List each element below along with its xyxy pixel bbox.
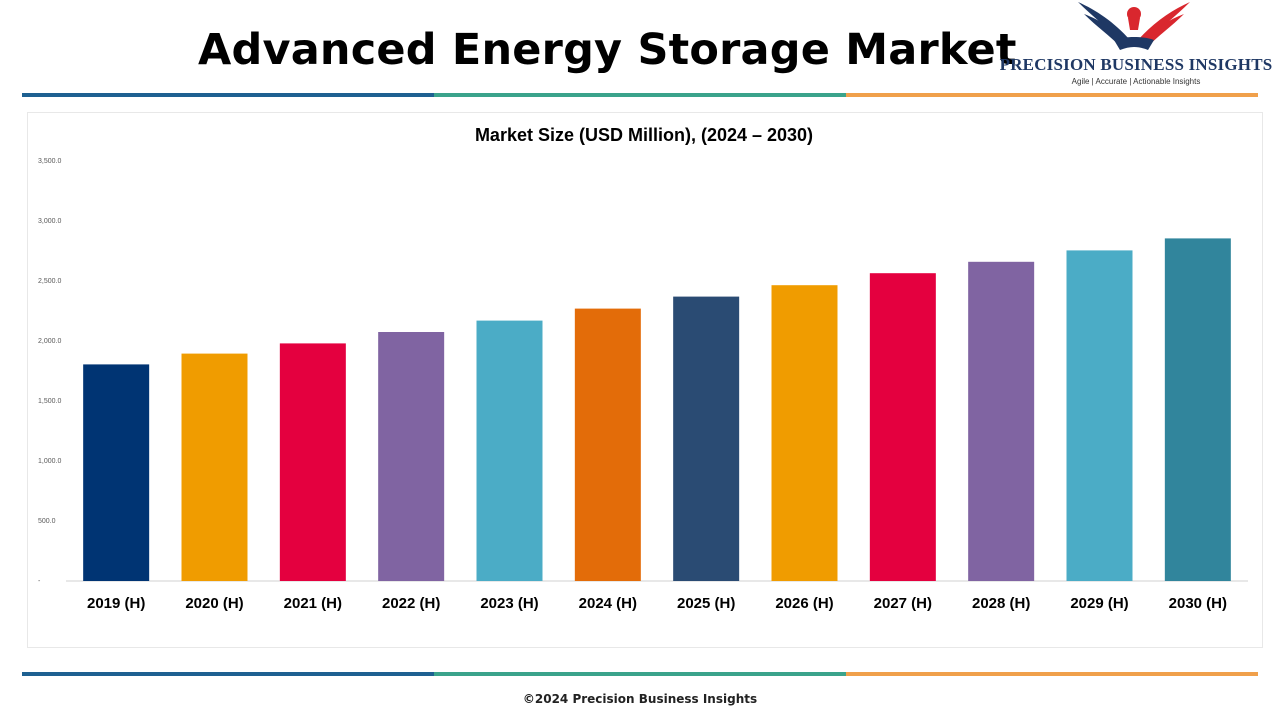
bar-2020-h bbox=[181, 353, 248, 581]
logo-tagline: Agile | Accurate | Actionable Insights bbox=[1071, 77, 1201, 86]
y-tick-label: 3,500.0 bbox=[38, 158, 61, 165]
x-tick-label: 2020 (H) bbox=[185, 595, 243, 612]
bottom-stripe-blue bbox=[22, 672, 434, 676]
chart-title: Market Size (USD Million), (2024 – 2030) bbox=[475, 125, 813, 145]
company-logo: PRECISION BUSINESS INSIGHTS Agile | Accu… bbox=[990, 0, 1280, 92]
bar-2028-h bbox=[968, 261, 1035, 581]
x-axis-labels: 2019 (H) 2020 (H) 2021 (H) 2022 (H) 2023 (H)… bbox=[87, 595, 1227, 612]
bar-2027-h bbox=[869, 273, 936, 581]
bar-2026-h bbox=[771, 285, 838, 581]
x-tick-label: 2023 (H) bbox=[480, 595, 538, 612]
bar-2021-h bbox=[279, 343, 346, 581]
logo-company-name: PRECISION BUSINESS INSIGHTS bbox=[999, 55, 1273, 74]
top-stripe-blue bbox=[22, 93, 434, 97]
x-tick-label: 2019 (H) bbox=[87, 595, 145, 612]
bar-2024-h bbox=[574, 308, 641, 581]
y-tick-label: 2,500.0 bbox=[38, 278, 61, 285]
bar-series bbox=[83, 238, 1231, 581]
bottom-stripe-green bbox=[434, 672, 846, 676]
bar-chart: Market Size (USD Million), (2024 – 2030)… bbox=[38, 125, 1248, 612]
x-tick-label: 2021 (H) bbox=[284, 595, 342, 612]
eagle-handshake-icon bbox=[1078, 2, 1190, 50]
x-tick-label: 2024 (H) bbox=[579, 595, 637, 612]
y-tick-label: 2,000.0 bbox=[38, 338, 61, 345]
x-tick-label: 2028 (H) bbox=[972, 595, 1030, 612]
bar-2019-h bbox=[83, 364, 150, 581]
footer-copyright: ©2024 Precision Business Insights bbox=[522, 692, 758, 706]
y-tick-label: - bbox=[38, 578, 41, 585]
bottom-stripe-orange bbox=[846, 672, 1258, 676]
x-tick-label: 2025 (H) bbox=[677, 595, 735, 612]
y-tick-label: 1,500.0 bbox=[38, 398, 61, 405]
bar-2025-h bbox=[673, 296, 740, 581]
x-tick-label: 2029 (H) bbox=[1070, 595, 1128, 612]
x-tick-label: 2027 (H) bbox=[874, 595, 932, 612]
y-tick-label: 500.0 bbox=[38, 518, 56, 525]
x-tick-label: 2030 (H) bbox=[1169, 595, 1227, 612]
page-title: Advanced Energy Storage Market bbox=[198, 25, 1017, 75]
bar-2030-h bbox=[1164, 238, 1231, 581]
top-stripe-orange bbox=[846, 93, 1258, 97]
y-tick-label: 3,000.0 bbox=[38, 218, 61, 225]
top-stripe-green bbox=[434, 93, 846, 97]
bar-2022-h bbox=[378, 332, 445, 581]
chart-frame bbox=[27, 112, 1263, 648]
x-tick-label: 2022 (H) bbox=[382, 595, 440, 612]
bar-2029-h bbox=[1066, 250, 1133, 581]
x-tick-label: 2026 (H) bbox=[775, 595, 833, 612]
bar-2023-h bbox=[476, 320, 543, 581]
y-tick-label: 1,000.0 bbox=[38, 458, 61, 465]
y-axis: - 500.0 1,000.0 1,500.0 2,000.0 2,500.0 3,000.… bbox=[38, 158, 61, 585]
